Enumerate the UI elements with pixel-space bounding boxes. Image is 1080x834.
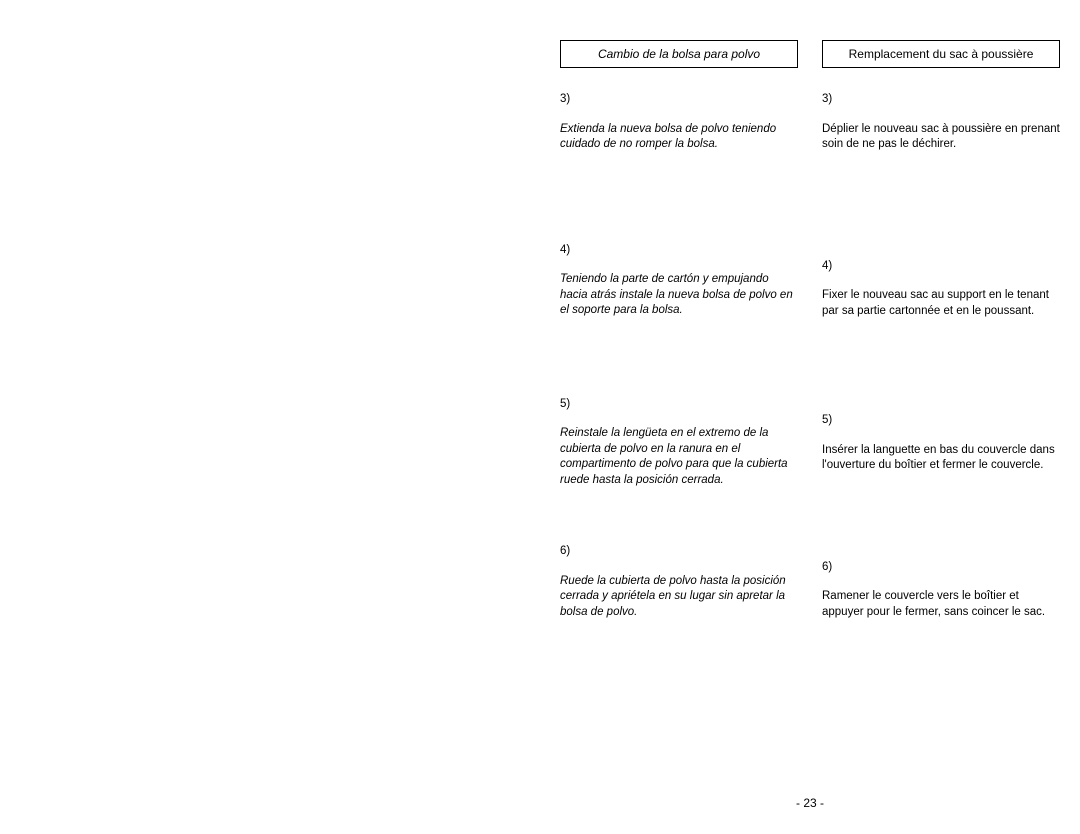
spanish-step-5: 5) Reinstale la lengüeta en el extremo d… bbox=[560, 397, 798, 489]
french-column: Remplacement du sac à poussière 3) Dépli… bbox=[822, 40, 1060, 674]
step-text: Insérer la languette en bas du couvercle… bbox=[822, 443, 1060, 474]
step-number: 6) bbox=[560, 544, 798, 560]
step-text: Reinstale la lengüeta en el extremo de l… bbox=[560, 426, 798, 488]
spanish-column: Cambio de la bolsa para polvo 3) Extiend… bbox=[560, 40, 798, 674]
step-number: 5) bbox=[560, 397, 798, 413]
spanish-step-6: 6) Ruede la cubierta de polvo hasta la p… bbox=[560, 544, 798, 620]
step-number: 5) bbox=[822, 413, 1060, 429]
step-number: 3) bbox=[822, 92, 1060, 108]
spanish-heading: Cambio de la bolsa para polvo bbox=[560, 40, 798, 68]
page-number: - 23 - bbox=[540, 796, 1080, 810]
manual-page: Cambio de la bolsa para polvo 3) Extiend… bbox=[540, 0, 1080, 834]
spanish-step-3: 3) Extienda la nueva bolsa de polvo teni… bbox=[560, 92, 798, 153]
step-number: 3) bbox=[560, 92, 798, 108]
step-text: Ruede la cubierta de polvo hasta la posi… bbox=[560, 574, 798, 621]
step-number: 6) bbox=[822, 560, 1060, 576]
step-text: Teniendo la parte de cartón y empujando … bbox=[560, 272, 798, 319]
step-text: Fixer le nouveau sac au support en le te… bbox=[822, 288, 1060, 319]
french-step-4: 4) Fixer le nouveau sac au support en le… bbox=[822, 259, 1060, 320]
step-number: 4) bbox=[560, 243, 798, 259]
step-text: Ramener le couvercle vers le boîtier et … bbox=[822, 589, 1060, 620]
french-step-5: 5) Insérer la languette en bas du couver… bbox=[822, 413, 1060, 474]
step-text: Déplier le nouveau sac à poussière en pr… bbox=[822, 122, 1060, 153]
french-step-6: 6) Ramener le couvercle vers le boîtier … bbox=[822, 560, 1060, 621]
step-number: 4) bbox=[822, 259, 1060, 275]
french-heading: Remplacement du sac à poussière bbox=[822, 40, 1060, 68]
two-column-layout: Cambio de la bolsa para polvo 3) Extiend… bbox=[560, 40, 1060, 674]
french-step-3: 3) Déplier le nouveau sac à poussière en… bbox=[822, 92, 1060, 153]
spanish-step-4: 4) Teniendo la parte de cartón y empujan… bbox=[560, 243, 798, 319]
step-text: Extienda la nueva bolsa de polvo teniend… bbox=[560, 122, 798, 153]
